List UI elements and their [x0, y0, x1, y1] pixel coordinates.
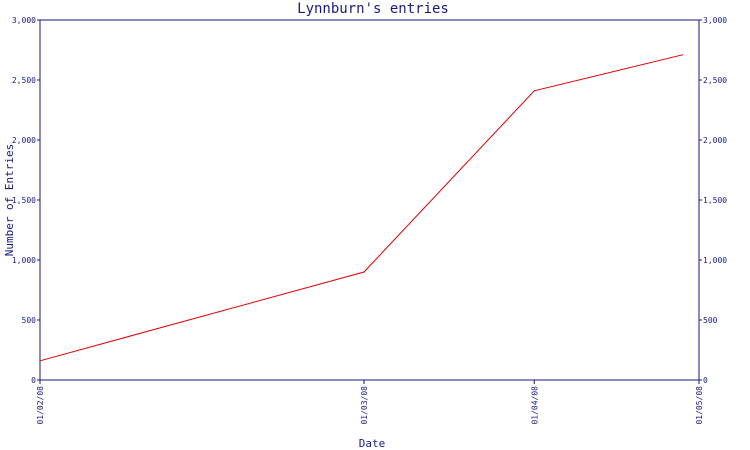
- x-tick-label: 01/05/08: [695, 386, 704, 425]
- y-tick-label-right: 500: [703, 316, 718, 325]
- y-axis-label: Number of Entries: [3, 144, 16, 257]
- x-tick-label: 01/03/08: [360, 386, 369, 425]
- y-tick-label-right: 0: [703, 376, 708, 385]
- y-tick-label-left: 2,500: [12, 76, 36, 85]
- x-tick-label: 01/02/08: [36, 386, 45, 425]
- plot-area: [39, 19, 700, 381]
- x-axis: 01/02/08 01/03/08 01/04/08 01/05/08: [36, 380, 704, 425]
- x-tick-label: 01/04/08: [530, 386, 539, 425]
- chart-title: Lynnburn's entries: [297, 1, 449, 17]
- data-point: [39, 360, 41, 362]
- y-tick-label-left: 1,500: [12, 196, 36, 205]
- y-tick-label-left: 2,000: [12, 136, 36, 145]
- y-tick-label-right: 2,500: [703, 76, 727, 85]
- data-point: [681, 54, 684, 56]
- y-tick-label-left: 0: [31, 376, 36, 385]
- y-tick-label-right: 1,500: [703, 196, 727, 205]
- data-point: [533, 90, 535, 92]
- series-layer: [39, 54, 684, 362]
- y-tick-label-right: 1,000: [703, 256, 727, 265]
- y-tick-label-left: 1,000: [12, 256, 36, 265]
- y-tick-label-right: 3,000: [703, 16, 727, 25]
- x-axis-label: Date: [359, 437, 386, 450]
- y-axis-left: 0 500 1,000 1,500 2,000 2,500 3,000: [12, 16, 40, 385]
- y-axis-right: 0 500 1,000 1,500 2,000 2,500 3,000: [699, 16, 727, 385]
- y-tick-label-left: 500: [22, 316, 37, 325]
- data-point: [363, 271, 365, 273]
- y-tick-label-left: 3,000: [12, 16, 36, 25]
- y-tick-label-right: 2,000: [703, 136, 727, 145]
- series-line: [39, 54, 683, 362]
